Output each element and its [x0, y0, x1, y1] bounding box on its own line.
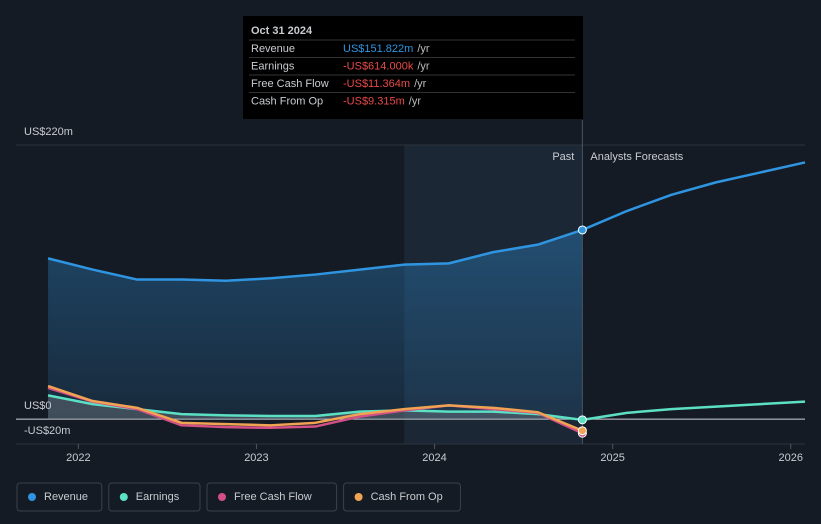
tooltip-value: -US$11.364m/yr: [343, 78, 427, 90]
tooltip-unit: /yr: [417, 60, 430, 72]
tooltip-value: -US$9.315m/yr: [343, 95, 421, 107]
x-tick-label: 2026: [779, 452, 803, 464]
legend-swatch: [354, 493, 363, 501]
x-tick-label: 2025: [600, 452, 624, 464]
earnings-area: [48, 395, 583, 420]
tooltip-label: Revenue: [251, 43, 295, 55]
legend-item[interactable]: Revenue: [16, 482, 103, 512]
tooltip-unit: /yr: [414, 78, 427, 90]
tooltip-label: Cash From Op: [251, 95, 323, 107]
tooltip: [243, 16, 583, 119]
legend-swatch: [119, 493, 128, 501]
forecast-label: Analysts Forecasts: [590, 151, 683, 163]
tooltip-unit: /yr: [409, 95, 422, 107]
x-tick-label: 2022: [66, 452, 90, 464]
y-tick-label: US$220m: [24, 126, 73, 138]
tooltip-label: Free Cash Flow: [251, 78, 329, 90]
legend-item[interactable]: Free Cash Flow: [206, 482, 338, 512]
point-marker: [577, 415, 587, 425]
legend-swatch: [218, 493, 226, 501]
tooltip-value-text: -US$614.000k: [343, 60, 414, 72]
legend-item[interactable]: Cash From Op: [343, 482, 461, 512]
tooltip-value-text: -US$11.364m: [343, 78, 410, 90]
tooltip-value-text: -US$9.315m: [343, 95, 405, 107]
x-tick-label: 2023: [244, 452, 268, 464]
legend-label: Cash From Op: [371, 491, 443, 503]
x-tick-label: 2024: [422, 452, 446, 464]
series-line: [47, 161, 806, 283]
revenue-area: [48, 229, 583, 420]
legend-button[interactable]: [206, 482, 338, 512]
tooltip-value: US$151.822m/yr: [343, 43, 430, 55]
legend-button[interactable]: [16, 482, 103, 512]
tooltip-label: Earnings: [251, 60, 295, 72]
legend-button[interactable]: [108, 482, 201, 512]
tooltip-date: Oct 31 2024: [251, 25, 313, 37]
point-marker: [577, 426, 587, 436]
legend-label: Free Cash Flow: [234, 491, 312, 503]
point-marker: [577, 225, 587, 235]
past-label: Past: [552, 151, 574, 163]
series-line: [47, 394, 806, 422]
series-line: [47, 384, 583, 432]
y-tick-label: -US$20m: [24, 425, 70, 437]
legend-label: Earnings: [136, 491, 180, 503]
legend-item[interactable]: Earnings: [108, 482, 201, 512]
legend-label: Revenue: [44, 491, 88, 503]
y-tick-label: US$0: [24, 400, 52, 412]
tooltip-value: -US$614.000k/yr: [343, 60, 430, 72]
legend-button[interactable]: [343, 482, 461, 512]
legend-swatch: [28, 493, 36, 501]
tooltip-unit: /yr: [417, 43, 430, 55]
tooltip-value-text: US$151.822m: [343, 43, 413, 55]
